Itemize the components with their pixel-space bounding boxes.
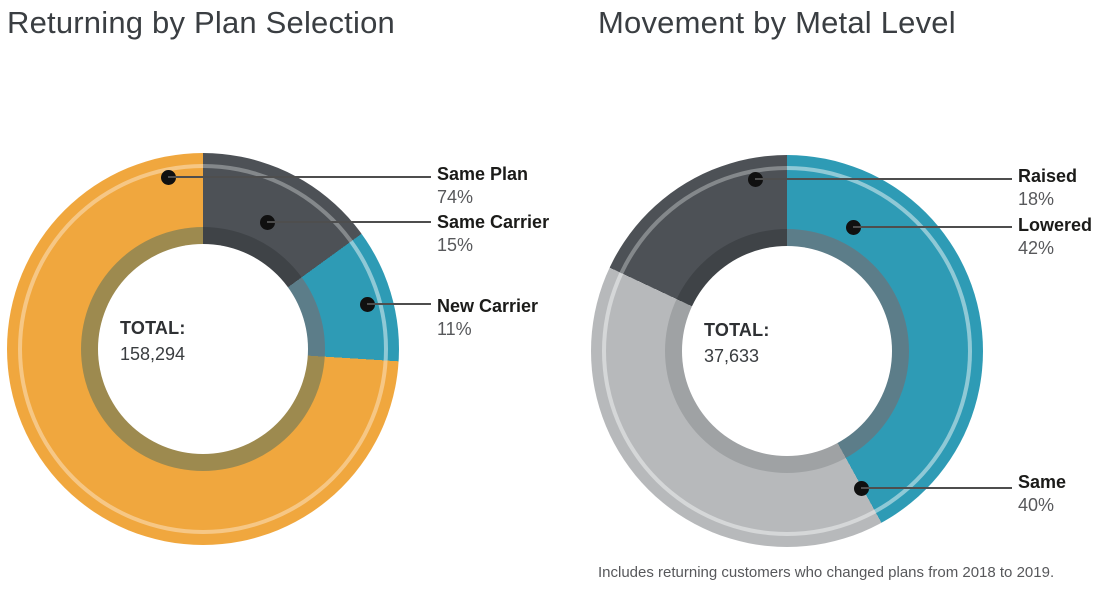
footnote: Includes returning customers who changed… [598,564,1055,581]
slice-label: Raised [1018,166,1078,186]
donut-ring-metal-level: TOTAL: 37,633 [591,155,983,547]
callout-line [168,176,431,178]
total-label: TOTAL: [120,318,186,338]
callout-line [853,226,1012,228]
chart-title-metal-level: Movement by Metal Level [598,5,956,40]
callout-line [267,221,431,223]
chart-title-plan-selection: Returning by Plan Selection [7,5,395,40]
callout-line [367,303,431,305]
callout-text: Same Plan 74% [437,164,567,208]
callout-line [755,178,1012,180]
slice-percent: 40% [1018,495,1055,515]
total-value: 158,294 [120,344,186,364]
slice-label: New Carrier [437,296,539,316]
callout-text: New Carrier 11% [437,296,567,340]
callout-text: Same 40% [1018,472,1095,516]
donut-center: TOTAL: 37,633 [682,246,892,456]
donut-center: TOTAL: 158,294 [98,244,308,454]
slice-percent: 42% [1018,238,1055,258]
slice-label: Same Plan [437,164,529,184]
callout-text: Lowered 42% [1018,215,1095,259]
slice-label: Same Carrier [437,212,550,232]
slice-label: Lowered [1018,215,1093,235]
total-block: TOTAL: 37,633 [704,320,770,367]
callout-text: Raised 18% [1018,166,1095,210]
callout-line [861,487,1012,489]
slice-percent: 11% [437,319,472,339]
total-block: TOTAL: 158,294 [120,318,186,365]
total-label: TOTAL: [704,320,770,340]
callout-text: Same Carrier 15% [437,212,567,256]
total-value: 37,633 [704,346,760,366]
slice-percent: 18% [1018,189,1055,209]
donut-ring-plan-selection: TOTAL: 158,294 [7,153,399,545]
slice-label: Same [1018,472,1067,492]
slice-percent: 15% [437,235,474,255]
slice-percent: 74% [437,187,474,207]
